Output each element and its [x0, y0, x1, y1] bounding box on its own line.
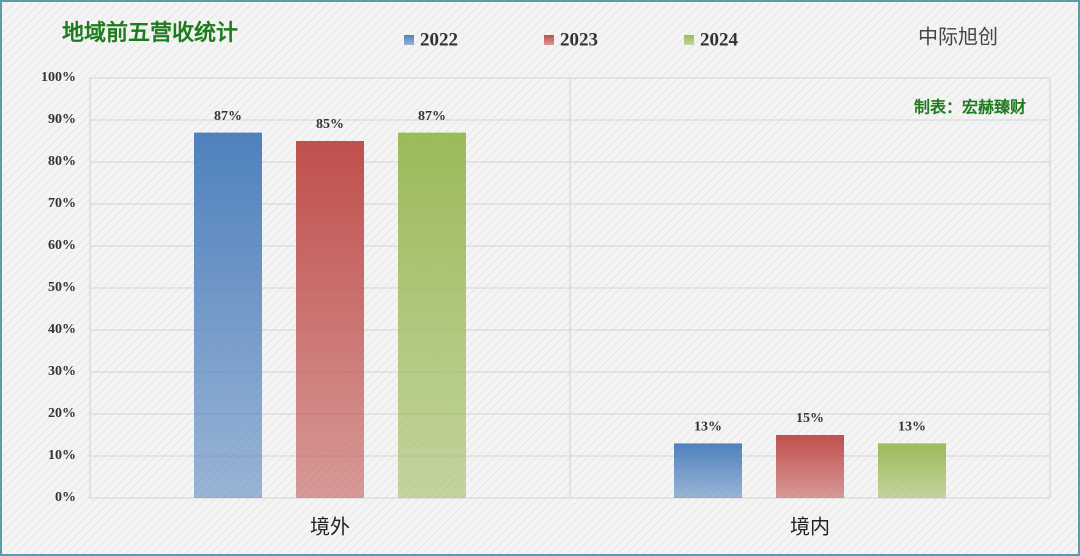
bar	[674, 443, 742, 498]
legend-label: 2022	[420, 29, 458, 50]
bar	[398, 132, 466, 498]
legend-label: 2024	[700, 29, 739, 50]
y-tick-label: 60%	[48, 238, 76, 253]
legend-swatch	[404, 35, 414, 45]
bar	[776, 435, 844, 498]
y-tick-label: 40%	[48, 322, 76, 337]
y-tick-label: 50%	[48, 280, 76, 295]
y-tick-label: 100%	[41, 70, 76, 85]
y-tick-label: 0%	[55, 490, 76, 505]
y-tick-label: 70%	[48, 196, 76, 211]
value-label: 15%	[796, 411, 824, 426]
value-label: 13%	[694, 420, 722, 435]
y-tick-label: 30%	[48, 364, 76, 379]
y-tick-label: 10%	[48, 448, 76, 463]
legend-swatch	[684, 35, 694, 45]
source-label: 中际旭创	[918, 25, 998, 49]
bar	[296, 141, 364, 498]
y-tick-label: 20%	[48, 406, 76, 421]
legend-swatch	[544, 35, 554, 45]
legend-label: 2023	[560, 29, 598, 50]
bar	[194, 132, 262, 498]
bar	[878, 443, 946, 498]
x-tick-label: 境内	[790, 515, 830, 539]
value-label: 85%	[316, 117, 344, 132]
value-label: 87%	[418, 109, 446, 124]
y-tick-label: 80%	[48, 154, 76, 169]
x-tick-label: 境外	[310, 515, 350, 539]
value-label: 13%	[898, 420, 926, 435]
chart-title: 地域前五营收统计	[62, 20, 238, 46]
credit-label: 制表：宏赫臻财	[914, 98, 1026, 117]
value-label: 87%	[214, 109, 242, 124]
y-tick-label: 90%	[48, 112, 76, 127]
